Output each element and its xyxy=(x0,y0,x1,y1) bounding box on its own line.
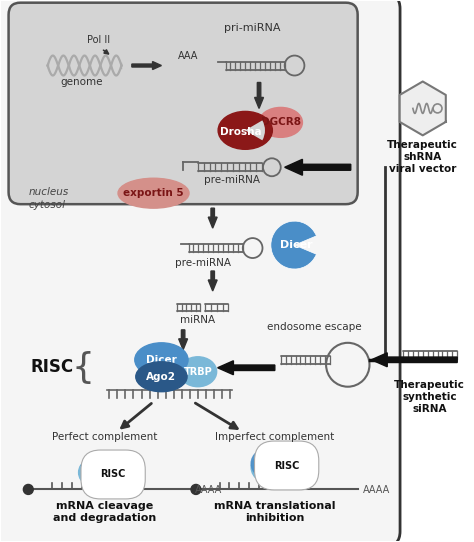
Text: miRNA: miRNA xyxy=(180,315,216,325)
Circle shape xyxy=(23,485,33,494)
FancyArrow shape xyxy=(255,82,264,108)
Text: DGCR8: DGCR8 xyxy=(261,118,301,127)
FancyArrow shape xyxy=(208,208,217,228)
Text: cytosol: cytosol xyxy=(28,200,65,210)
Ellipse shape xyxy=(259,107,302,137)
Text: TRBP: TRBP xyxy=(183,367,212,377)
Ellipse shape xyxy=(136,362,187,392)
Text: Dicer: Dicer xyxy=(146,355,177,365)
Text: Therapeutic: Therapeutic xyxy=(387,140,458,150)
FancyArrow shape xyxy=(208,271,217,291)
Text: Imperfect complement: Imperfect complement xyxy=(215,431,335,442)
FancyArrow shape xyxy=(372,353,457,367)
Text: and degradation: and degradation xyxy=(53,513,156,524)
Text: {: { xyxy=(72,351,95,385)
Ellipse shape xyxy=(179,357,217,386)
Text: RISC: RISC xyxy=(274,461,300,470)
FancyArrow shape xyxy=(132,62,162,69)
Text: RISC: RISC xyxy=(30,358,73,376)
Text: viral vector: viral vector xyxy=(389,164,456,175)
Text: mRNA cleavage: mRNA cleavage xyxy=(55,501,153,512)
FancyArrow shape xyxy=(179,330,188,350)
Text: Therapeutic: Therapeutic xyxy=(394,380,465,390)
Text: mRNA translational: mRNA translational xyxy=(214,501,336,512)
Text: genome: genome xyxy=(60,78,103,87)
Text: pre-miRNA: pre-miRNA xyxy=(175,258,231,268)
Ellipse shape xyxy=(118,178,189,208)
Text: inhibition: inhibition xyxy=(245,513,304,524)
Text: siRNA: siRNA xyxy=(412,404,447,414)
Text: AAAA: AAAA xyxy=(195,486,222,495)
Text: AAA: AAA xyxy=(178,50,199,61)
Text: Ago2: Ago2 xyxy=(146,372,176,382)
Text: RISC: RISC xyxy=(100,469,126,480)
Text: Pol II: Pol II xyxy=(88,35,110,44)
Text: Drosha: Drosha xyxy=(220,127,262,137)
Ellipse shape xyxy=(135,343,188,377)
Text: exportin 5: exportin 5 xyxy=(123,188,184,198)
Ellipse shape xyxy=(251,447,294,480)
Ellipse shape xyxy=(251,449,306,487)
FancyBboxPatch shape xyxy=(9,3,358,204)
Text: synthetic: synthetic xyxy=(402,392,457,402)
Text: AAAA: AAAA xyxy=(363,486,390,495)
Text: shRNA: shRNA xyxy=(403,152,442,162)
Wedge shape xyxy=(245,120,265,140)
Polygon shape xyxy=(400,81,446,136)
Ellipse shape xyxy=(218,112,273,149)
Wedge shape xyxy=(271,221,317,269)
Text: nucleus: nucleus xyxy=(28,187,69,197)
FancyBboxPatch shape xyxy=(0,0,400,542)
Wedge shape xyxy=(81,455,121,487)
Text: pre-miRNA: pre-miRNA xyxy=(204,175,260,185)
Text: Perfect complement: Perfect complement xyxy=(52,431,157,442)
Text: endosome escape: endosome escape xyxy=(267,322,362,332)
Text: pri-miRNA: pri-miRNA xyxy=(224,23,281,33)
FancyArrow shape xyxy=(285,159,351,175)
Circle shape xyxy=(191,485,201,494)
Ellipse shape xyxy=(79,454,136,492)
Text: Dicer: Dicer xyxy=(280,240,313,250)
FancyArrow shape xyxy=(218,361,275,375)
